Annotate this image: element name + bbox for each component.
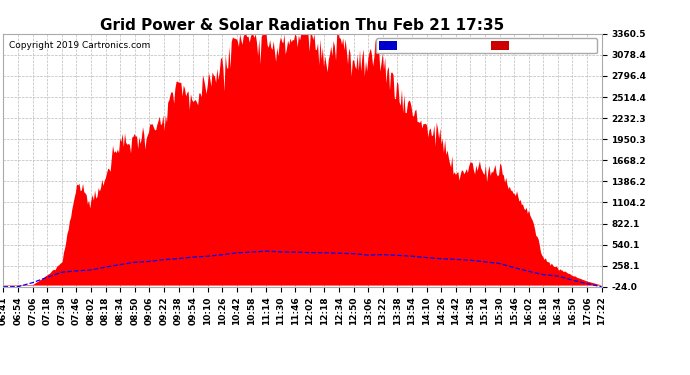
Title: Grid Power & Solar Radiation Thu Feb 21 17:35: Grid Power & Solar Radiation Thu Feb 21 …: [101, 18, 504, 33]
Legend: Radiation (W/m2), Grid  (AC Watts): Radiation (W/m2), Grid (AC Watts): [376, 38, 597, 53]
Text: Copyright 2019 Cartronics.com: Copyright 2019 Cartronics.com: [10, 41, 150, 50]
